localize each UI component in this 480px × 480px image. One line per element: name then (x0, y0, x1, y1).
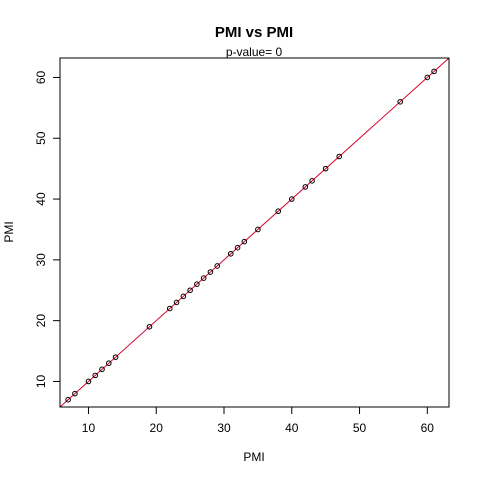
data-point (302, 184, 309, 190)
data-point (146, 323, 153, 330)
y-tick-label: 50 (34, 131, 48, 145)
data-point (173, 299, 180, 306)
data-point (336, 153, 343, 160)
data-point (255, 226, 261, 233)
data-point (424, 74, 431, 81)
data-point (112, 354, 119, 360)
y-tick-label: 30 (34, 253, 48, 267)
data-point (309, 178, 315, 184)
data-point (241, 238, 248, 245)
plot-frame (59, 57, 450, 408)
data-point (200, 275, 207, 281)
y-tick-label: 20 (34, 314, 48, 328)
fit-line (59, 57, 450, 408)
x-tick-label: 30 (217, 421, 231, 435)
data-point (234, 244, 241, 251)
y-axis: 10 20 30 40 50 60 (34, 70, 60, 388)
data-point (85, 378, 92, 385)
data-point (275, 208, 282, 215)
data-point (194, 281, 200, 287)
data-point (105, 360, 112, 367)
chart-subtitle: p-value= 0 (226, 45, 283, 59)
data-point (288, 196, 295, 202)
data-point (207, 269, 214, 275)
data-point (166, 305, 173, 312)
x-tick-label: 40 (285, 421, 299, 435)
data-point (65, 396, 71, 403)
data-point (187, 287, 193, 294)
y-tick-label: 60 (34, 70, 48, 84)
y-tick-label: 40 (34, 192, 48, 206)
x-tick-label: 20 (150, 421, 164, 435)
y-tick-label: 10 (34, 374, 48, 388)
data-point (214, 263, 221, 269)
x-axis: 10 20 30 40 50 60 (82, 407, 435, 435)
data-point (397, 98, 404, 105)
fit-line-layer (59, 57, 450, 408)
data-point (92, 372, 99, 379)
data-point (99, 366, 105, 373)
data-point (72, 390, 78, 397)
data-point (180, 293, 187, 300)
x-tick-label: 60 (421, 421, 435, 435)
x-tick-label: 50 (353, 421, 367, 435)
y-axis-label: PMI (2, 221, 16, 242)
data-point (322, 165, 329, 172)
points-layer (65, 68, 437, 403)
data-point (227, 250, 234, 257)
chart-title: PMI vs PMI (215, 24, 293, 41)
x-tick-label: 10 (82, 421, 96, 435)
x-axis-label: PMI (243, 450, 264, 464)
data-point (431, 68, 437, 75)
